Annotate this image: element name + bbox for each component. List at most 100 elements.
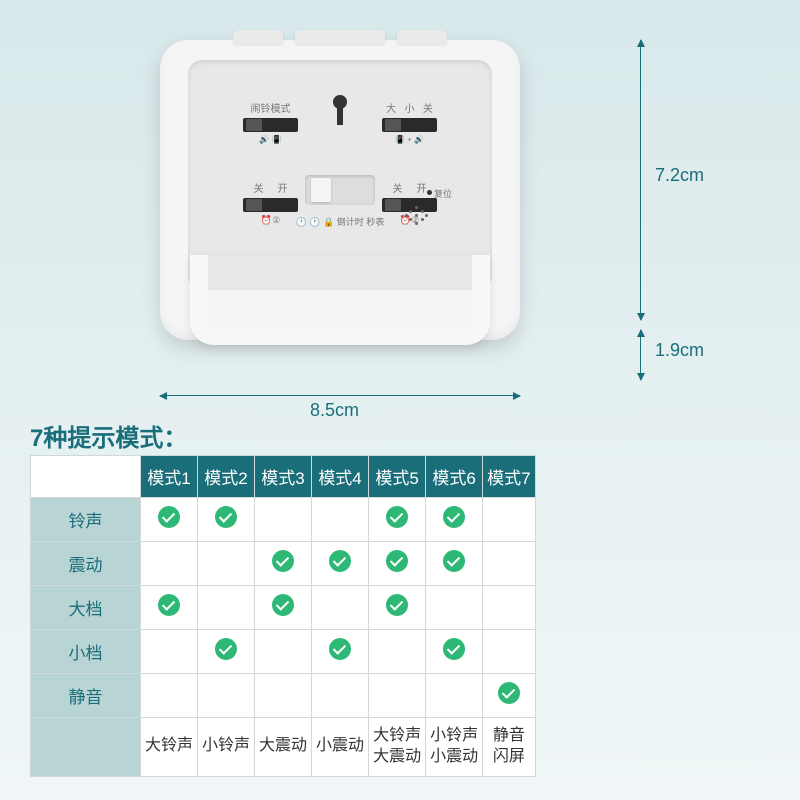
check-icon	[158, 506, 180, 528]
check-icon	[215, 506, 237, 528]
switch-alarm-mode: 闹铃模式 🔊 📳	[243, 100, 298, 144]
check-icon	[215, 638, 237, 660]
table-cell	[483, 630, 535, 674]
table-cell	[312, 630, 369, 674]
product-diagram: 闹铃模式 🔊 📳 大 小 关 📳 + 🔊 关 开 ⏰② 关 开 ⏰②	[100, 20, 580, 380]
table-cell	[141, 586, 198, 630]
table-cell	[141, 674, 198, 718]
check-icon	[272, 594, 294, 616]
table-cell	[426, 630, 483, 674]
table-cell	[141, 630, 198, 674]
table-col-header: 模式4	[312, 456, 369, 498]
table-cell	[483, 586, 535, 630]
table-row-header: 小档	[31, 630, 141, 674]
check-icon	[443, 506, 465, 528]
keyhole-icon	[333, 95, 347, 109]
table-col-header: 模式5	[369, 456, 426, 498]
top-buttons	[233, 30, 447, 44]
device-body: 闹铃模式 🔊 📳 大 小 关 📳 + 🔊 关 开 ⏰② 关 开 ⏰②	[160, 40, 520, 340]
table-cell	[198, 674, 255, 718]
check-icon	[443, 638, 465, 660]
check-icon	[386, 594, 408, 616]
table-row-header: 静音	[31, 674, 141, 718]
check-icon	[329, 638, 351, 660]
table-cell	[255, 630, 312, 674]
table-row-header: 大档	[31, 586, 141, 630]
table-footer-cell: 小铃声	[198, 718, 255, 777]
table-cell	[369, 498, 426, 542]
table-cell	[483, 498, 535, 542]
check-icon	[272, 550, 294, 572]
table-footer-cell: 小震动	[312, 718, 369, 777]
reset-label: 复位	[434, 187, 452, 200]
table-cell	[198, 586, 255, 630]
table-cell	[141, 498, 198, 542]
check-icon	[386, 506, 408, 528]
table-cell	[426, 586, 483, 630]
table-cell	[255, 542, 312, 586]
dim-width: 8.5cm	[310, 400, 359, 421]
device-stand	[190, 255, 490, 345]
table-footer-cell: 大震动	[255, 718, 312, 777]
table-cell	[312, 498, 369, 542]
mode-table: 模式1模式2模式3模式4模式5模式6模式7 铃声震动大档小档静音 大铃声小铃声大…	[30, 455, 536, 777]
dim-height: 7.2cm	[655, 165, 704, 186]
check-icon	[443, 550, 465, 572]
table-cell	[255, 674, 312, 718]
table-row: 震动	[31, 542, 536, 586]
table-col-header: 模式6	[426, 456, 483, 498]
table-footer-corner	[31, 718, 141, 777]
switch-volume: 大 小 关 📳 + 🔊	[382, 100, 437, 144]
table-cell	[198, 542, 255, 586]
dim-line-height	[640, 40, 641, 320]
table-cell	[312, 674, 369, 718]
speaker-icon	[402, 200, 432, 230]
table-cell	[483, 674, 535, 718]
table-cell	[312, 542, 369, 586]
table-footer-cell: 静音闪屏	[483, 718, 535, 777]
table-cell	[369, 542, 426, 586]
check-icon	[498, 682, 520, 704]
switch-alarm2-left: 关 开 ⏰②	[243, 180, 298, 226]
table-cell	[369, 630, 426, 674]
table-col-header: 模式1	[141, 456, 198, 498]
dim-depth: 1.9cm	[655, 340, 704, 361]
table-footer-row: 大铃声小铃声大震动小震动大铃声大震动小铃声小震动静音闪屏	[31, 718, 536, 777]
reset-hole-icon	[427, 190, 432, 195]
check-icon	[158, 594, 180, 616]
table-cell	[369, 674, 426, 718]
table-col-header: 模式2	[198, 456, 255, 498]
table-cell	[255, 586, 312, 630]
table-cell	[426, 498, 483, 542]
label-alarm-mode: 闹铃模式	[243, 100, 298, 115]
table-row: 小档	[31, 630, 536, 674]
dim-line-width	[160, 395, 520, 396]
table-cell	[198, 498, 255, 542]
mode-slider-labels: 🕐 🕐 🔒 倒计时 秒表	[296, 215, 385, 228]
check-icon	[329, 550, 351, 572]
table-cell	[426, 542, 483, 586]
table-row: 大档	[31, 586, 536, 630]
table-cell	[198, 630, 255, 674]
mode-slider	[305, 175, 375, 205]
table-cell	[312, 586, 369, 630]
table-row-header: 震动	[31, 542, 141, 586]
table-row: 静音	[31, 674, 536, 718]
table-row-header: 铃声	[31, 498, 141, 542]
table-col-header: 模式7	[483, 456, 535, 498]
table-corner-cell	[31, 456, 141, 498]
table-row: 铃声	[31, 498, 536, 542]
table-cell	[426, 674, 483, 718]
check-icon	[386, 550, 408, 572]
table-cell	[483, 542, 535, 586]
table-footer-cell: 大铃声	[141, 718, 198, 777]
table-cell	[255, 498, 312, 542]
table-footer-cell: 小铃声小震动	[426, 718, 483, 777]
table-header-row: 模式1模式2模式3模式4模式5模式6模式7	[31, 456, 536, 498]
dim-line-depth	[640, 330, 641, 380]
table-col-header: 模式3	[255, 456, 312, 498]
table-footer-cell: 大铃声大震动	[369, 718, 426, 777]
table-cell	[369, 586, 426, 630]
table-title: 7种提示模式：	[30, 418, 187, 453]
table-cell	[141, 542, 198, 586]
